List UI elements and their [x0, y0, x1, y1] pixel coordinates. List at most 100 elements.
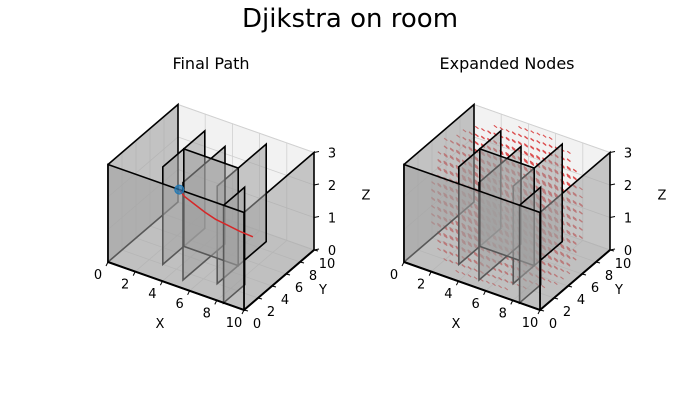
x-tick-label: 2 [121, 278, 129, 293]
y-tick [595, 261, 601, 264]
z-tick-label: 2 [328, 179, 336, 194]
expanded-node [487, 130, 492, 134]
x-tick-label: 8 [203, 306, 211, 321]
expanded-node [518, 125, 523, 130]
x-tick [483, 290, 487, 296]
expanded-node [536, 139, 541, 144]
expanded-node [524, 128, 529, 132]
y-tick-label: 0 [549, 317, 557, 332]
z-tick-label: 0 [328, 244, 336, 259]
z-tick [313, 248, 320, 251]
z-tick-label: 0 [624, 244, 632, 259]
x-tick [428, 271, 432, 276]
expanded-node [524, 135, 528, 139]
z-tick-label: 1 [328, 212, 336, 227]
y-tick-label: 10 [319, 257, 336, 272]
y-axis-label: Y [614, 283, 623, 298]
x-tick-label: 10 [522, 316, 539, 331]
x-tick-label: 8 [499, 306, 507, 321]
z-axis-label: Z [362, 189, 371, 204]
expanded-node [542, 134, 547, 138]
y-tick-label: 0 [253, 317, 261, 332]
y-tick-label: 8 [309, 269, 317, 284]
expanded-node [529, 160, 534, 164]
z-tick [609, 248, 616, 251]
expanded-node [566, 158, 571, 162]
expanded-node [474, 125, 479, 130]
z-tick-label: 1 [624, 212, 632, 227]
expanded-node [505, 129, 510, 133]
expanded-node [480, 135, 485, 139]
expanded-node [523, 143, 528, 147]
x-tick-label: 0 [94, 268, 102, 283]
expanded-node [511, 138, 516, 143]
x-axis-label: X [452, 317, 461, 332]
x-tick [455, 280, 459, 286]
x-tick [214, 300, 218, 305]
x-tick [105, 261, 109, 267]
y-tick [271, 285, 277, 288]
z-tick [313, 151, 320, 153]
y-tick-label: 10 [615, 257, 632, 272]
y-tick [243, 309, 249, 312]
x-tick-label: 4 [148, 287, 156, 302]
left-panel-title: Final Path [172, 54, 250, 73]
expanded-node [523, 150, 528, 155]
z-tick [609, 151, 616, 153]
x-tick-label: 6 [471, 297, 479, 312]
expanded-node [517, 133, 522, 137]
y-tick-label: 2 [267, 305, 275, 320]
right-panel-title: Expanded Nodes [439, 54, 575, 73]
expanded-node [511, 131, 516, 135]
y-tick-label: 8 [605, 269, 613, 284]
y-tick-label: 2 [563, 305, 571, 320]
expanded-node [511, 146, 516, 150]
final-path-line [178, 189, 254, 238]
x-axis-label: X [156, 317, 165, 332]
y-tick [299, 261, 305, 264]
expanded-node [481, 128, 485, 132]
x-tick-label: 0 [390, 268, 398, 283]
expanded-node [530, 145, 534, 149]
x-tick [510, 300, 514, 305]
expanded-node [505, 151, 510, 156]
x-tick [132, 271, 136, 276]
x-tick [537, 309, 541, 315]
expanded-node [530, 137, 535, 142]
expanded-node [499, 126, 504, 131]
x-tick-label: 2 [417, 278, 425, 293]
y-tick-label: 6 [591, 281, 599, 296]
y-tick [567, 285, 573, 288]
expanded-node [542, 149, 547, 153]
expanded-node [566, 165, 571, 170]
y-tick [581, 273, 587, 276]
expanded-node [572, 168, 577, 172]
z-tick-label: 2 [624, 179, 632, 194]
y-tick-label: 4 [577, 293, 585, 308]
z-tick-label: 3 [328, 147, 336, 162]
figure-title: Djikstra on room [241, 4, 459, 34]
expanded-node [536, 147, 541, 151]
x-tick-label: 10 [226, 316, 243, 331]
y-tick [553, 297, 559, 300]
y-tick [285, 273, 291, 276]
expanded-node [548, 136, 553, 140]
expanded-node [474, 133, 479, 137]
y-axis-label: Y [318, 283, 327, 298]
expanded-node [542, 142, 547, 146]
z-tick-label: 3 [624, 147, 632, 162]
expanded-node [535, 155, 540, 159]
y-tick-label: 4 [281, 293, 289, 308]
expanded-node [566, 173, 571, 177]
expanded-node [566, 181, 571, 185]
expanded-node [529, 152, 534, 157]
expanded-node [505, 136, 510, 140]
x-tick [401, 261, 405, 267]
x-tick-label: 6 [175, 297, 183, 312]
y-tick [539, 309, 545, 312]
z-tick [313, 216, 320, 218]
